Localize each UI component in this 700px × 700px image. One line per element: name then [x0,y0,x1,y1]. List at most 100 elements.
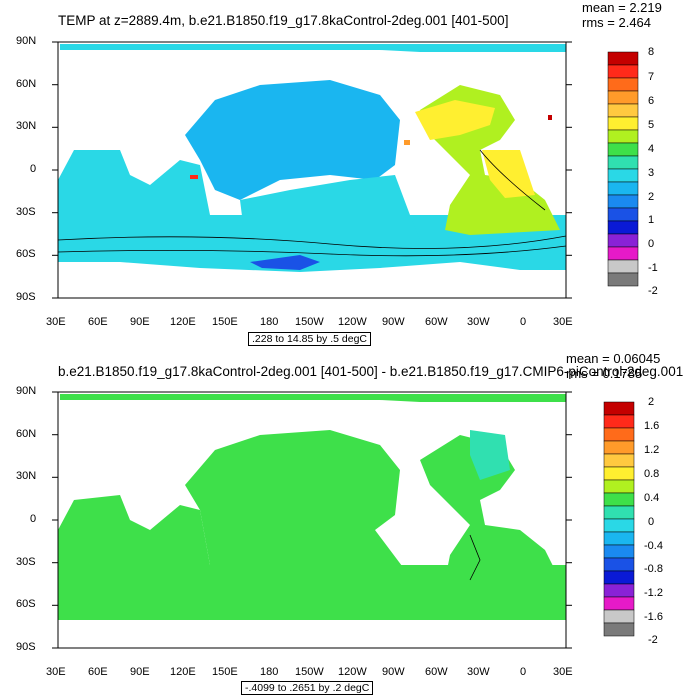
panel2-contour-line [469,534,481,581]
panel2-lat-label: 60N [16,428,37,440]
panel2-indian-ocean [58,495,210,565]
panel2-ticks [52,391,572,649]
colorbar-swatch [607,51,639,66]
panel2-lon-label: 30E [46,666,66,678]
panel1-colorbar-label: 6 [648,95,655,107]
panel1-lat-label: 90S [16,291,36,303]
panel1-darkred-patch [548,115,552,120]
panel1-rms: rms = 2.464 [582,15,652,30]
colorbar-swatch [603,583,635,598]
panel1-colorbar-label: 4 [648,143,655,155]
panel2-colorbar-label: 1.2 [644,444,660,456]
panel2-colorbar [603,401,635,637]
colorbar-swatch [607,77,639,92]
panel1-colorbar-label: 1 [648,214,655,226]
panel2-lon-label: 120W [338,666,367,678]
panel1-colorbar-label: 0 [648,238,655,250]
colorbar-swatch [603,440,635,455]
panel2-lon-label: 60E [88,666,108,678]
colorbar-swatch [607,181,639,196]
panel2-lat-label: 60S [16,598,36,610]
panel2-mean: mean = 0.06045 [566,351,661,366]
panel1-lon-label: 150E [212,316,238,328]
panel2-colorbar-label: -0.8 [644,563,663,575]
panel1-contour-info: .228 to 14.85 by .5 degC [248,332,372,346]
panel1-lon-label: 120W [338,316,367,328]
colorbar-swatch [603,544,635,559]
panel1-red-patch [190,175,198,179]
colorbar-swatch [607,194,639,209]
panel2-pacific-ocean [185,430,420,600]
panel1-lat-label: 0 [30,163,37,175]
panel1-colorbar [607,51,639,287]
colorbar-swatch [607,233,639,248]
panel1-lon-label: 90E [130,316,150,328]
panel1-colorbar-label: 8 [648,46,655,58]
panel2-lon-label: 120E [170,666,196,678]
panel1-south-pacific [240,175,420,250]
panel1-lat-label: 30S [16,206,36,218]
panel1-map [57,41,567,299]
panel2-lon-label: 30E [553,666,573,678]
panel2-colorbar-label: 0 [648,516,655,528]
colorbar-swatch [603,557,635,572]
panel1-lat-label: 90N [16,35,37,47]
colorbar-swatch [607,129,639,144]
colorbar-swatch [603,622,635,637]
panel2-colorbar-label: 2 [648,396,655,408]
panel1-atlantic-yellow-north [415,100,495,140]
panel1-arctic-ocean [60,44,566,52]
colorbar-swatch [603,427,635,442]
colorbar-swatch [607,155,639,170]
panel2-lat-label: 0 [30,513,37,525]
panel2-arctic-ocean [60,394,566,402]
colorbar-swatch [603,596,635,611]
panel2-lon-label: 90E [130,666,150,678]
panel2-lon-label: 0 [520,666,527,678]
panel1-lon-label: 90W [382,316,405,328]
panel1-orange-patch [404,140,410,145]
panel1-lat-label: 30N [16,120,37,132]
colorbar-swatch [607,220,639,235]
panel1-colorbar-label: 7 [648,71,655,83]
panel1-atlantic-yellow-south [482,150,535,198]
panel1-mean: mean = 2.219 [582,0,662,15]
panel1-lat-label: 60N [16,78,37,90]
panel2-lon-label: 150E [212,666,238,678]
colorbar-swatch [607,116,639,131]
colorbar-swatch [607,103,639,118]
panel2-lat-label: 30S [16,556,36,568]
panel2-colorbar-label: 0.4 [644,492,660,504]
colorbar-swatch [603,518,635,533]
colorbar-swatch [607,207,639,222]
panel1-contour-line [57,245,567,257]
colorbar-swatch [603,492,635,507]
panel2-colorbar-label: -1.2 [644,587,663,599]
panel2-lat-label: 90N [16,385,37,397]
panel1-lon-label: 60E [88,316,108,328]
panel1-lon-label: 180 [260,316,279,328]
panel1-lon-label: 30E [46,316,66,328]
panel2-map [57,391,567,649]
panel2-colorbar-label: -2 [648,634,658,646]
panel2-colorbar-label: -1.6 [644,611,663,623]
colorbar-swatch [603,505,635,520]
colorbar-swatch [607,64,639,79]
panel2-colorbar-label: -0.4 [644,540,663,552]
panel1-ticks [52,41,572,299]
panel1-contour-line [479,149,546,211]
panel2-southern-ocean [58,565,566,620]
panel1-lon-label: 30W [467,316,490,328]
panel2-lon-label: 30W [467,666,490,678]
panel2-lon-label: 90W [382,666,405,678]
colorbar-swatch [603,531,635,546]
panel1-colorbar-label: -2 [648,285,658,297]
panel2-colorbar-label: 0.8 [644,468,660,480]
panel2-cyan-patch [470,430,510,480]
colorbar-swatch [603,466,635,481]
panel2-lat-label: 90S [16,641,36,653]
colorbar-swatch [607,90,639,105]
panel1-lat-label: 60S [16,248,36,260]
panel1-colorbar-label: 3 [648,167,655,179]
